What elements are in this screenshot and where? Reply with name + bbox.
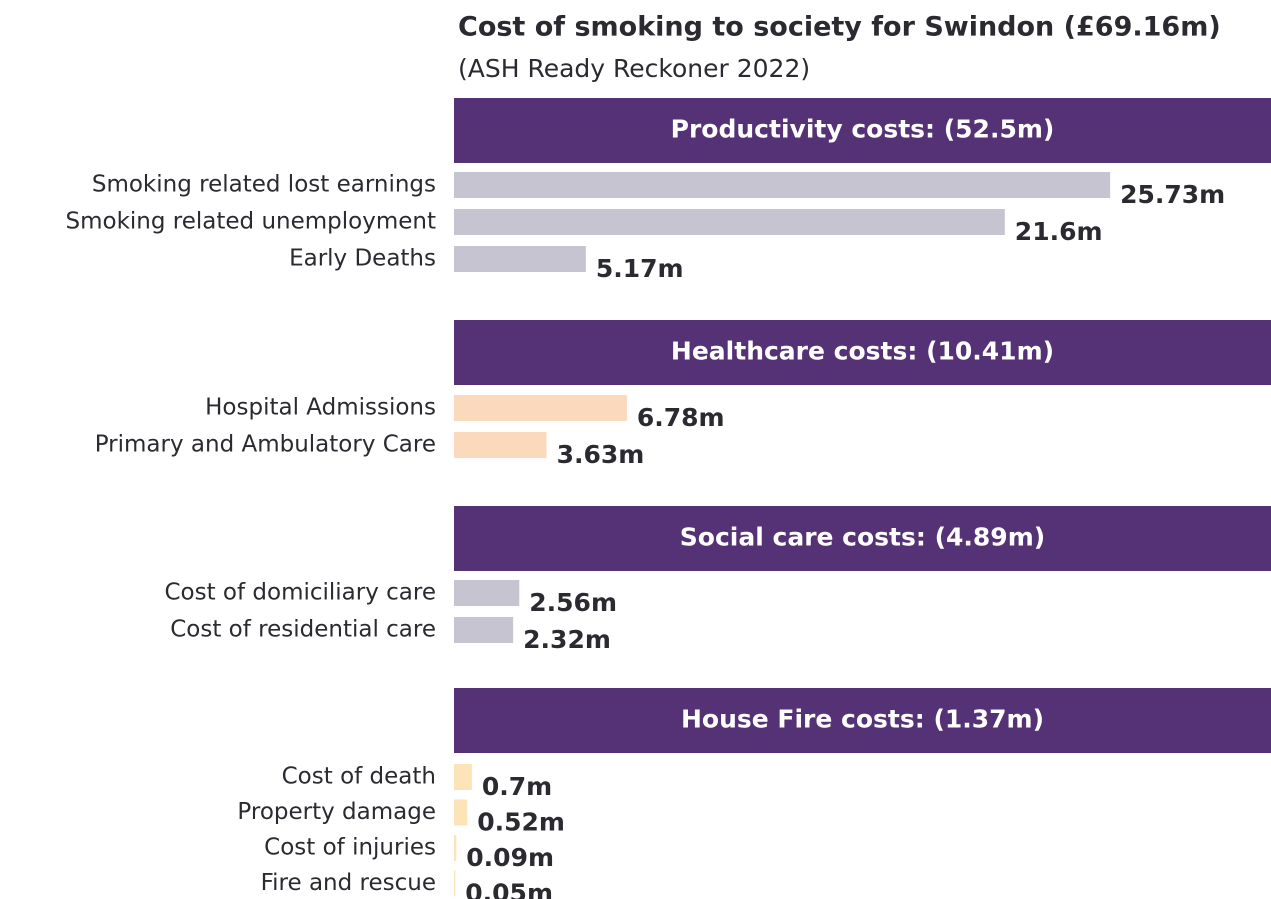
category-label: Cost of death [282, 764, 436, 790]
bar [454, 432, 547, 458]
category-label: Early Deaths [289, 246, 436, 272]
value-label: 6.78m [637, 403, 725, 432]
group-header [454, 98, 1271, 163]
group-title: Healthcare costs: (10.41m) [671, 337, 1054, 366]
chart-subtitle: (ASH Ready Reckoner 2022) [458, 54, 810, 83]
category-label: Cost of residential care [170, 617, 436, 643]
value-label: 0.7m [482, 772, 552, 801]
group-title: Social care costs: (4.89m) [680, 523, 1045, 552]
bar [454, 209, 1005, 235]
category-label: Smoking related lost earnings [92, 172, 436, 198]
category-label: Cost of injuries [264, 835, 436, 861]
value-label: 2.32m [523, 625, 611, 654]
bar [454, 246, 586, 272]
value-label: 0.52m [477, 808, 565, 837]
category-label: Primary and Ambulatory Care [95, 432, 436, 458]
value-label: 2.56m [529, 588, 617, 617]
category-label: Cost of domiciliary care [164, 580, 436, 606]
bar [454, 764, 472, 790]
value-label: 0.09m [466, 843, 554, 872]
bar [454, 870, 456, 897]
value-label: 5.17m [596, 254, 684, 283]
value-label: 0.05m [465, 879, 553, 899]
value-label: 25.73m [1120, 180, 1225, 209]
group-header [454, 320, 1271, 385]
category-label: Smoking related unemployment [66, 209, 436, 235]
group-title: Productivity costs: (52.5m) [671, 115, 1055, 144]
bar [454, 799, 468, 826]
chart-title: Cost of smoking to society for Swindon (… [458, 12, 1221, 43]
value-label: 21.6m [1015, 217, 1103, 246]
category-label: Property damage [237, 799, 436, 825]
bar [454, 395, 627, 421]
value-label: 3.63m [557, 440, 645, 469]
bar [454, 617, 514, 643]
group-title: House Fire costs: (1.37m) [681, 705, 1044, 734]
bar [454, 172, 1111, 198]
bar [454, 580, 520, 606]
group-header [454, 506, 1271, 571]
group-header [454, 688, 1271, 753]
category-label: Hospital Admissions [205, 395, 436, 421]
bar [454, 835, 457, 861]
category-label: Fire and rescue [261, 870, 436, 896]
